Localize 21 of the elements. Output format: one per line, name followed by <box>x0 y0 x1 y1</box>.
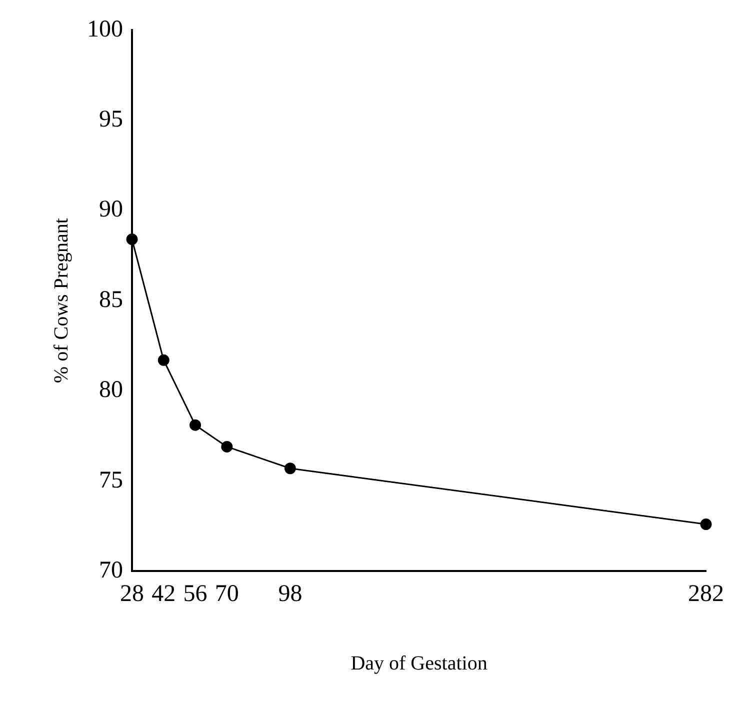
y-tick-label: 90 <box>99 196 123 223</box>
y-tick-label: 80 <box>99 377 123 404</box>
x-tick-label: 282 <box>688 580 724 607</box>
point <box>158 354 170 366</box>
y-axis-title: % of Cows Pregnant <box>50 218 72 384</box>
y-tick-label: 95 <box>99 106 123 132</box>
x-tick-label: 56 <box>183 580 208 607</box>
point <box>126 234 138 246</box>
x-axis-title: Day of Gestation <box>350 652 488 674</box>
point <box>221 440 233 452</box>
y-tick-label: 100 <box>87 16 123 42</box>
x-tick-label: 98 <box>278 580 302 607</box>
y-tick-label: 70 <box>99 557 123 584</box>
x-tick-label: 28 <box>120 580 144 607</box>
x-tick-label: 42 <box>152 580 176 607</box>
point <box>700 518 712 530</box>
y-tick-label: 85 <box>99 286 123 313</box>
point <box>284 462 296 474</box>
x-tick-label: 70 <box>214 580 239 607</box>
point <box>190 419 202 431</box>
y-tick-label: 75 <box>99 467 123 494</box>
